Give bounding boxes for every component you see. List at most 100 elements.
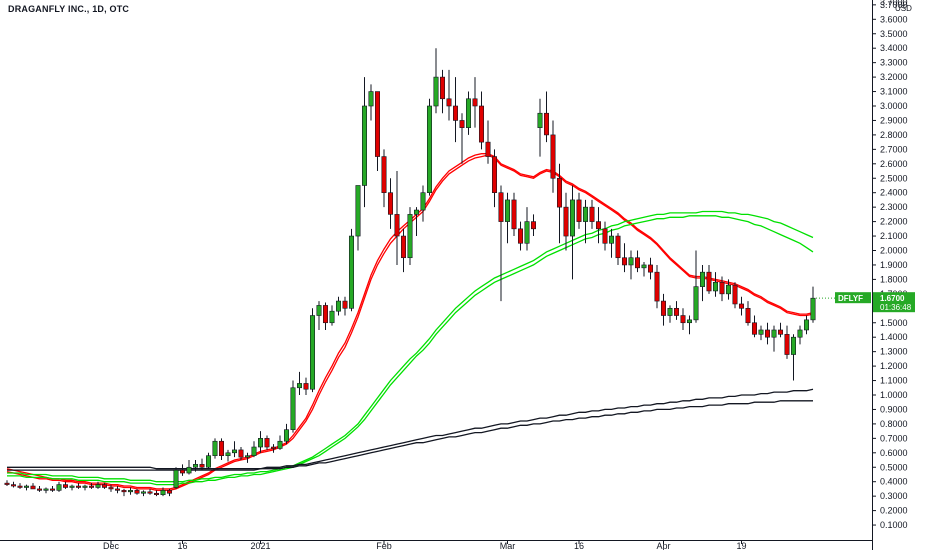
candle-body	[400, 235, 406, 259]
candle-body	[30, 485, 36, 490]
candle	[206, 452, 212, 469]
candle	[30, 483, 36, 490]
y-tick-label: 2.5000	[880, 173, 908, 183]
candle-body	[374, 91, 380, 157]
y-tick-label: 2.3000	[880, 202, 908, 212]
y-tick-label: 1.9000	[880, 260, 908, 270]
y-tick-label: 1.1000	[880, 376, 908, 386]
candle	[335, 296, 341, 316]
candle	[524, 207, 530, 251]
candle	[439, 69, 445, 114]
candle-body	[420, 192, 426, 211]
candle-body	[693, 286, 699, 321]
candle	[803, 315, 809, 335]
candle-body	[335, 300, 341, 312]
candle-body	[141, 491, 147, 494]
candle	[777, 322, 783, 338]
y-tick-label: 3.7000	[880, 0, 908, 10]
candle	[36, 486, 42, 492]
y-tick-label: 3.5000	[880, 29, 908, 39]
candle-body	[511, 199, 517, 230]
candle	[186, 460, 192, 475]
last-price-label: 1.6700	[880, 294, 905, 303]
candle-body	[595, 221, 601, 230]
candle	[212, 438, 218, 459]
y-tick-label: 1.0000	[880, 390, 908, 400]
candle-body	[225, 452, 231, 456]
candle-body	[589, 206, 595, 222]
candle-body	[530, 221, 536, 230]
x-tick-label: 19	[736, 541, 746, 550]
candle-body	[36, 488, 42, 491]
moving-average-line	[7, 400, 813, 471]
candle	[219, 438, 225, 461]
candle-body	[296, 383, 302, 389]
candle-body	[602, 228, 608, 244]
candle-body	[758, 329, 764, 335]
candle-body	[504, 199, 510, 222]
candle	[732, 282, 738, 309]
x-tick-label: Mar	[500, 541, 516, 550]
candle	[511, 192, 517, 237]
candle-body	[17, 485, 23, 488]
symbol-label: DFLYF	[838, 294, 863, 303]
candle	[751, 315, 757, 338]
candle	[180, 464, 186, 476]
candle-body	[355, 185, 361, 237]
candle-body	[43, 488, 49, 491]
candle	[478, 91, 484, 150]
candle	[706, 264, 712, 294]
x-tick-label: 16	[177, 541, 187, 550]
candle-body	[537, 112, 543, 128]
candle-body	[245, 455, 251, 458]
candle	[76, 483, 82, 489]
candle	[167, 488, 173, 497]
candle	[452, 77, 458, 143]
candle-body	[62, 484, 68, 488]
candle	[160, 487, 166, 497]
candle-body	[348, 235, 354, 309]
price-tag	[873, 292, 915, 313]
candle-body	[342, 300, 348, 309]
x-tick-label: Apr	[656, 541, 670, 550]
moving-average-line	[6, 154, 814, 492]
candle-body	[309, 315, 315, 390]
candle-body	[673, 307, 679, 316]
y-tick-label: 1.8000	[880, 274, 908, 284]
candle	[771, 325, 777, 352]
candle-body	[115, 488, 121, 491]
candle	[608, 228, 614, 258]
candle-body	[719, 281, 725, 295]
candle	[810, 286, 816, 323]
candle-body	[426, 105, 432, 193]
y-tick-label: 3.6000	[880, 14, 908, 24]
candle	[472, 77, 478, 128]
candle-body	[771, 329, 777, 338]
candle-body	[180, 469, 186, 474]
candle	[290, 380, 296, 433]
candle	[556, 163, 562, 244]
candle	[257, 431, 263, 453]
candle-body	[23, 485, 29, 488]
candle	[433, 48, 439, 114]
candle	[543, 91, 549, 143]
candle-body	[641, 264, 647, 269]
x-tick-label: 16	[574, 541, 584, 550]
moving-average-line	[7, 210, 814, 483]
candle	[69, 484, 75, 491]
y-tick-label: 0.9000	[880, 404, 908, 414]
y-axis-unit: USD	[895, 4, 912, 13]
candle	[667, 305, 673, 323]
candle	[303, 377, 309, 395]
candle	[355, 185, 361, 251]
candle	[582, 199, 588, 244]
candle-body	[485, 141, 491, 157]
candle	[602, 221, 608, 251]
candle	[498, 185, 504, 302]
candle-body	[810, 297, 816, 321]
candle-body	[680, 315, 686, 324]
candle	[82, 484, 88, 491]
candle	[660, 293, 666, 326]
y-tick-label: 3.1000	[880, 87, 908, 97]
